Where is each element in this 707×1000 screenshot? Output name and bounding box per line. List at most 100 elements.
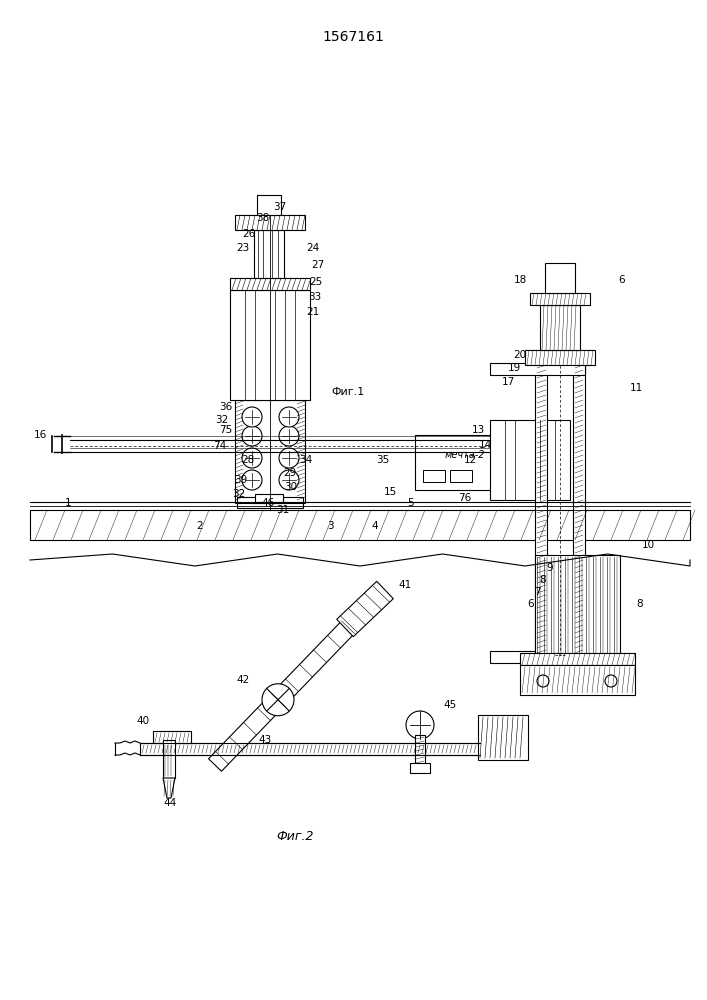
Bar xyxy=(153,731,191,743)
Text: 12: 12 xyxy=(463,455,477,465)
Text: 10: 10 xyxy=(641,540,655,550)
Text: 40: 40 xyxy=(136,716,150,726)
Bar xyxy=(255,494,283,502)
Circle shape xyxy=(262,684,294,716)
Text: 33: 33 xyxy=(308,292,322,302)
Text: 14: 14 xyxy=(479,440,491,450)
Text: 28: 28 xyxy=(241,455,255,465)
Text: 11: 11 xyxy=(629,383,643,393)
Circle shape xyxy=(279,407,299,427)
Bar xyxy=(520,653,635,665)
Text: 34: 34 xyxy=(299,455,312,465)
Bar xyxy=(490,651,585,663)
Bar xyxy=(535,555,620,655)
Text: 18: 18 xyxy=(513,275,527,285)
Circle shape xyxy=(406,711,434,739)
Text: 16: 16 xyxy=(33,430,47,440)
Bar xyxy=(230,290,310,400)
Text: 39: 39 xyxy=(235,475,247,485)
Text: 37: 37 xyxy=(274,202,286,212)
Bar xyxy=(163,740,175,778)
Text: 32: 32 xyxy=(233,489,245,499)
Bar xyxy=(490,363,585,375)
Text: 6: 6 xyxy=(619,275,625,285)
Bar xyxy=(535,365,547,655)
Bar xyxy=(235,400,305,503)
Text: 9: 9 xyxy=(547,563,554,573)
Circle shape xyxy=(242,448,262,468)
Bar xyxy=(545,263,575,293)
Bar xyxy=(415,735,425,765)
Text: 2: 2 xyxy=(197,521,204,531)
Text: 19: 19 xyxy=(508,363,520,373)
Bar xyxy=(235,215,305,230)
Bar xyxy=(525,350,595,365)
Text: 44: 44 xyxy=(163,798,177,808)
Text: 42: 42 xyxy=(236,675,250,685)
Polygon shape xyxy=(163,778,175,798)
Text: Фиг.1: Фиг.1 xyxy=(332,387,365,397)
Text: 1567161: 1567161 xyxy=(322,30,384,44)
Text: 23: 23 xyxy=(236,243,250,253)
Bar xyxy=(140,743,480,755)
Polygon shape xyxy=(209,614,361,771)
Bar xyxy=(520,665,635,695)
Bar xyxy=(254,230,284,278)
Bar xyxy=(530,293,590,305)
Text: 21: 21 xyxy=(306,307,320,317)
Text: 8: 8 xyxy=(539,575,547,585)
Text: 29: 29 xyxy=(284,468,297,478)
Circle shape xyxy=(537,675,549,687)
Circle shape xyxy=(279,470,299,490)
Text: 31: 31 xyxy=(276,505,290,515)
Text: 36: 36 xyxy=(219,402,233,412)
Bar xyxy=(450,470,472,482)
Text: 27: 27 xyxy=(311,260,325,270)
Text: 74: 74 xyxy=(214,441,227,451)
Text: 76: 76 xyxy=(458,493,472,503)
Text: 20: 20 xyxy=(513,350,527,360)
Bar xyxy=(573,365,585,655)
Text: 8: 8 xyxy=(637,599,643,609)
Bar xyxy=(490,420,570,500)
Bar xyxy=(30,510,690,540)
Text: 38: 38 xyxy=(257,213,269,223)
Text: 5: 5 xyxy=(407,498,414,508)
Bar xyxy=(478,715,528,760)
Bar xyxy=(230,278,310,290)
Text: 1: 1 xyxy=(64,498,71,508)
Text: Фиг.2: Фиг.2 xyxy=(276,830,314,844)
Text: 3: 3 xyxy=(327,521,333,531)
Polygon shape xyxy=(337,581,393,637)
Text: мечта-2: мечта-2 xyxy=(445,450,485,460)
Text: 41: 41 xyxy=(398,580,411,590)
Bar xyxy=(252,502,288,503)
Text: 4: 4 xyxy=(372,521,378,531)
Text: 75: 75 xyxy=(219,425,233,435)
Bar xyxy=(415,435,515,490)
Text: 25: 25 xyxy=(310,277,322,287)
Bar xyxy=(423,470,445,482)
Text: 35: 35 xyxy=(376,455,390,465)
Bar xyxy=(410,763,430,773)
Text: 6: 6 xyxy=(527,599,534,609)
Text: 46: 46 xyxy=(262,498,274,508)
Text: 26: 26 xyxy=(243,229,256,239)
Bar xyxy=(237,497,303,508)
Text: 30: 30 xyxy=(284,482,298,492)
Text: 43: 43 xyxy=(258,735,271,745)
Text: 24: 24 xyxy=(306,243,320,253)
Circle shape xyxy=(242,470,262,490)
Text: 32: 32 xyxy=(216,415,228,425)
Circle shape xyxy=(279,426,299,446)
Circle shape xyxy=(242,426,262,446)
Text: 13: 13 xyxy=(472,425,484,435)
Text: 15: 15 xyxy=(383,487,397,497)
Circle shape xyxy=(605,675,617,687)
Bar xyxy=(257,195,281,215)
Text: 7: 7 xyxy=(534,587,540,597)
Text: 45: 45 xyxy=(443,700,457,710)
Text: 17: 17 xyxy=(501,377,515,387)
Circle shape xyxy=(242,407,262,427)
Circle shape xyxy=(279,448,299,468)
